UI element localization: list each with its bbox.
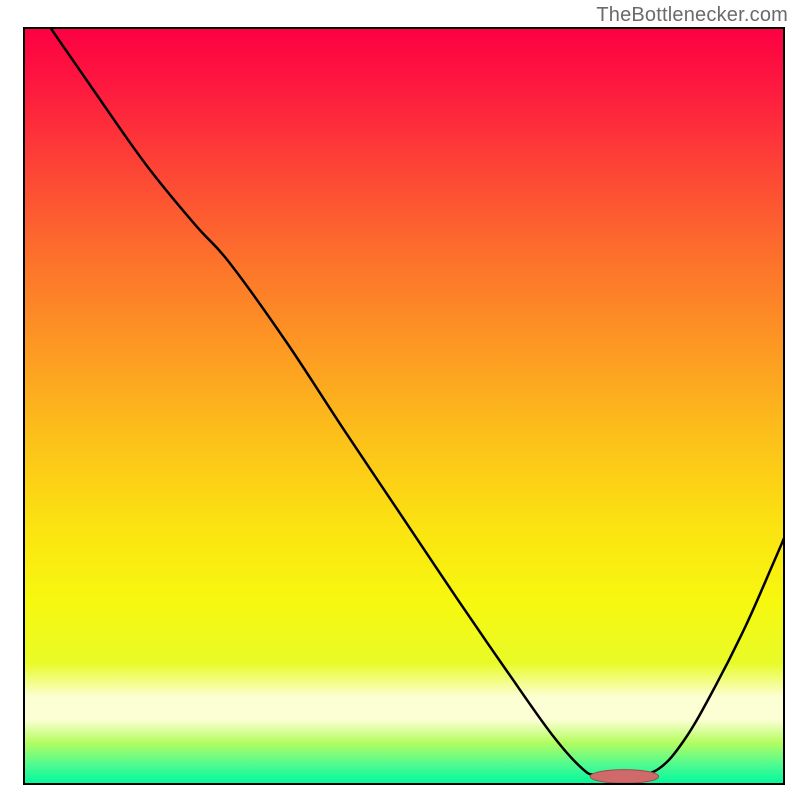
target-marker <box>590 770 658 784</box>
bottleneck-chart <box>0 0 800 800</box>
chart-container: TheBottlenecker.com <box>0 0 800 800</box>
watermark-text: TheBottlenecker.com <box>596 4 788 27</box>
gradient-background <box>24 28 784 784</box>
